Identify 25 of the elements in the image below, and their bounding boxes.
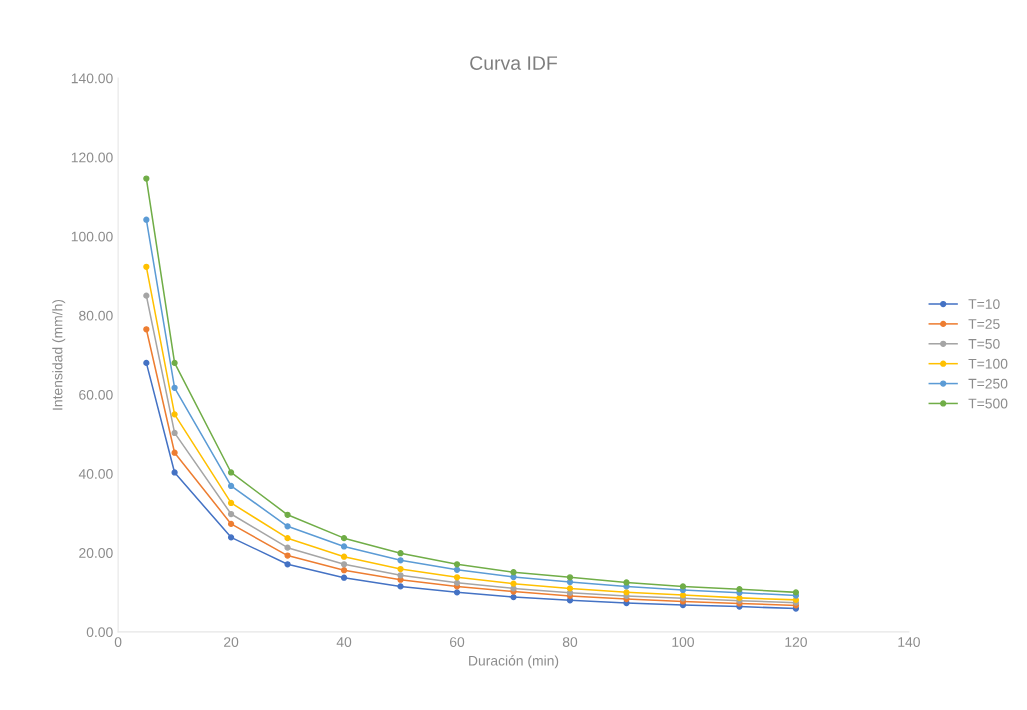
- x-axis-title: Duración (min): [469, 655, 559, 669]
- y-tick-label: 140.00: [71, 73, 113, 84]
- x-tick-label: 60: [450, 637, 465, 647]
- x-tick-label: 80: [562, 637, 578, 647]
- y-tick-label: 80.00: [79, 310, 113, 321]
- x-tick-label: 40: [336, 637, 352, 647]
- legend-label: T=50: [968, 338, 1000, 349]
- legend-label: T=250: [968, 378, 1008, 389]
- y-tick-label: 60.00: [79, 389, 113, 400]
- y-tick-label: 100.00: [71, 231, 113, 242]
- x-tick-label: 100: [672, 637, 694, 647]
- legend-label: T=10: [968, 299, 1000, 309]
- x-tick-label: 20: [224, 637, 239, 647]
- chart-title: Curva IDF: [470, 56, 558, 70]
- legend-label: T=100: [968, 358, 1008, 369]
- legend-label: T=500: [968, 398, 1008, 409]
- y-tick-label: 0.00: [86, 627, 113, 638]
- x-tick-label: 120: [785, 637, 807, 647]
- legend-label: T=25: [968, 319, 1000, 329]
- y-tick-label: 120.00: [71, 152, 113, 163]
- x-tick-label: 0: [114, 637, 122, 647]
- y-axis-title: Intensidad (mm/h): [52, 299, 66, 410]
- y-tick-label: 40.00: [78, 469, 113, 479]
- y-tick-label: 20.00: [79, 548, 113, 558]
- x-tick-label: 140: [898, 637, 920, 647]
